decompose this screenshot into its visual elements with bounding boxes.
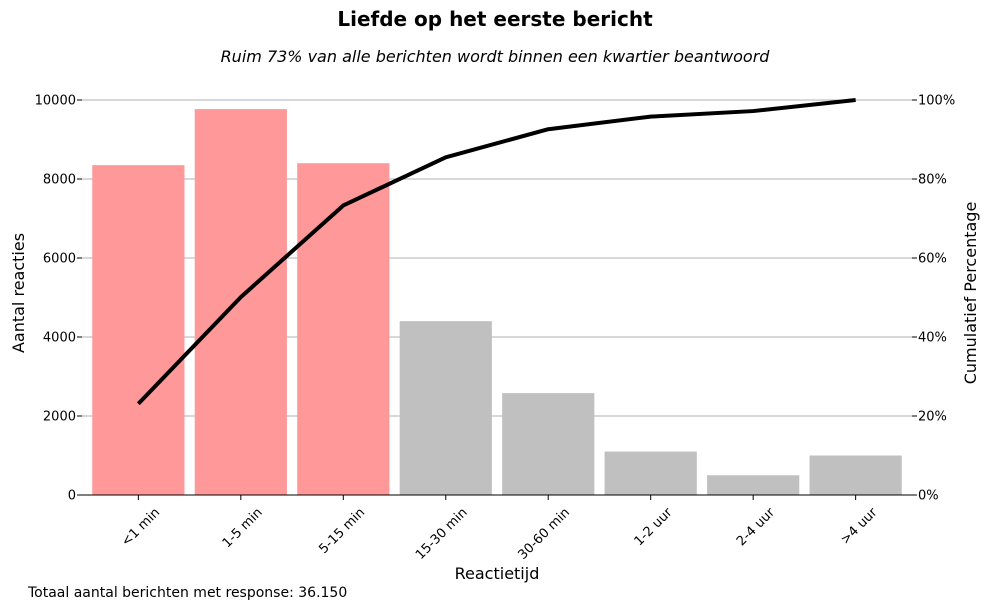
y-tick-label: 8000 — [43, 173, 76, 188]
footnote: Totaal aantal berichten met response: 36… — [28, 585, 348, 601]
chart-subtitle: Ruim 73% van alle berichten wordt binnen… — [220, 47, 770, 66]
bar — [297, 163, 390, 495]
x-tick-label: 2-4 uur — [734, 505, 778, 549]
axes — [77, 99, 917, 500]
y-tick-label: 2000 — [43, 410, 76, 425]
y-tick-label: 4000 — [43, 331, 76, 346]
x-tick-label: 30-60 min — [515, 505, 573, 563]
bar — [604, 451, 697, 495]
x-tick-label: <1 min — [119, 505, 163, 549]
y2-tick-label: 100% — [918, 94, 955, 109]
y-tick-label: 6000 — [43, 252, 76, 267]
x-tick-label: 15-30 min — [413, 505, 471, 563]
x-tick-label: >4 uur — [838, 505, 881, 548]
bar — [502, 393, 595, 495]
y2-tick-label: 20% — [918, 410, 947, 425]
y2-axis-label: Cumulatief Percentage — [961, 202, 980, 385]
bar — [809, 455, 902, 495]
cumulative-line — [136, 98, 856, 406]
x-tick-label: 1-2 uur — [632, 505, 676, 549]
x-tick-label: 1-5 min — [220, 505, 266, 551]
bar — [92, 165, 185, 496]
bars — [92, 109, 902, 496]
y2-tick-label: 80% — [918, 173, 947, 188]
y2-tick-label: 60% — [918, 252, 947, 267]
y-axis-label: Aantal reacties — [9, 233, 28, 353]
x-axis-label: Reactietijd — [455, 564, 540, 583]
x-tick-label: 5-15 min — [316, 505, 368, 557]
bar — [707, 475, 800, 495]
bar — [194, 109, 287, 496]
chart-title: Liefde op het eerste bericht — [337, 7, 653, 31]
y2-tick-label: 0% — [918, 489, 939, 504]
cumulative-line-group — [136, 98, 856, 406]
y2-tick-label: 40% — [918, 331, 947, 346]
y-tick-label: 0 — [68, 489, 76, 504]
bar — [399, 321, 492, 495]
y-tick-label: 10000 — [35, 94, 76, 109]
